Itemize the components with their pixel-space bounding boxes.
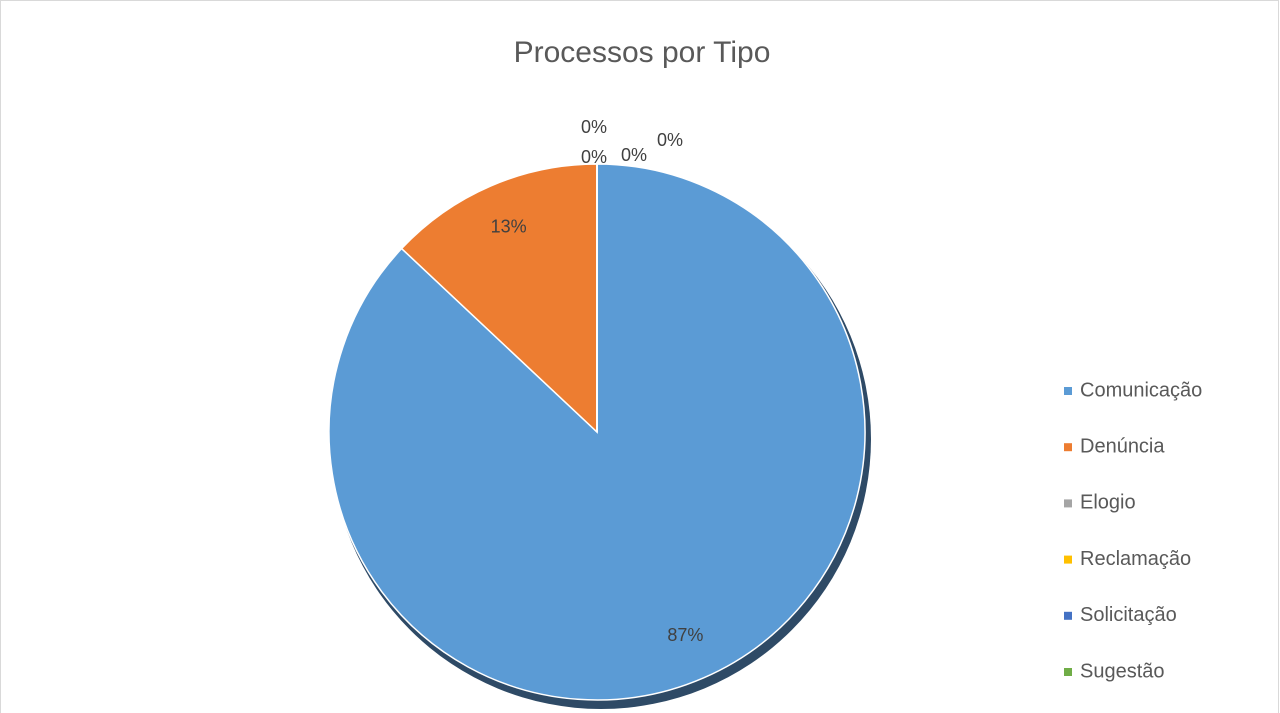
legend-label: Denúncia xyxy=(1080,435,1165,457)
legend-label: Reclamação xyxy=(1080,548,1191,570)
legend-label: Elogio xyxy=(1080,492,1136,514)
data-label: 0% xyxy=(581,117,607,137)
legend-swatch xyxy=(1064,668,1072,676)
legend-swatch xyxy=(1064,387,1072,395)
data-label: 0% xyxy=(621,145,647,165)
legend-label: Solicitação xyxy=(1080,604,1177,626)
pie-slice xyxy=(400,163,598,434)
data-label: 0% xyxy=(657,130,683,150)
legend-swatch xyxy=(1064,555,1072,564)
chart-title: Processos por Tipo xyxy=(514,36,771,69)
legend-label: Sugestão xyxy=(1080,660,1165,682)
data-label: 0% xyxy=(581,147,607,167)
data-label: 87% xyxy=(667,625,703,645)
legend-swatch xyxy=(1064,499,1072,508)
legend-swatch xyxy=(1064,611,1072,620)
data-label: 13% xyxy=(491,217,527,237)
legend-label: Comunicação xyxy=(1080,379,1202,401)
legend-swatch xyxy=(1064,443,1072,452)
